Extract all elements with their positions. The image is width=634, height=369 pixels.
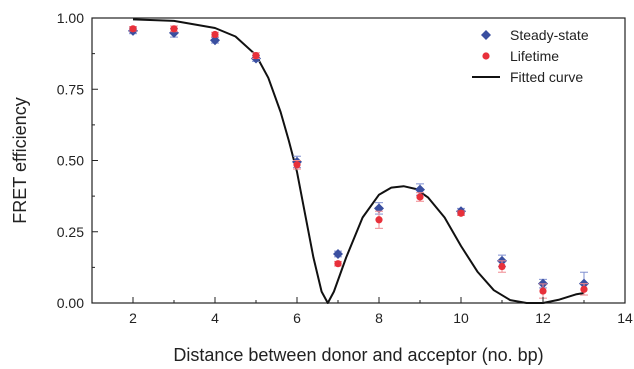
legend-swatch-steady-state	[481, 30, 491, 40]
lifetime-point	[211, 30, 219, 39]
lifetime-point	[416, 193, 424, 201]
x-tick-label: 14	[617, 310, 633, 326]
lifetime-point	[498, 262, 506, 271]
lifetime-point	[334, 260, 342, 268]
x-axis-label: Distance between donor and acceptor (no.…	[173, 345, 543, 365]
fitted-curve-line	[132, 18, 585, 304]
x-tick-label: 10	[453, 310, 469, 326]
y-axis-label: FRET efficiency	[10, 97, 30, 223]
lifetime-point	[170, 25, 178, 33]
steady-state-point	[333, 248, 343, 259]
lifetime-point	[457, 209, 465, 217]
legend-label: Steady-state	[510, 27, 589, 43]
lifetime-point	[580, 285, 588, 293]
steady-state-point	[415, 184, 425, 195]
data-points-layer	[128, 25, 589, 299]
legend-swatch-lifetime	[482, 52, 490, 60]
x-tick-label: 6	[293, 310, 301, 326]
lifetime-point	[293, 161, 301, 169]
y-tick-label: 0.75	[57, 81, 84, 97]
axis-ticks: 2 4 6 8 10 12 14 0.00 0.25 0.50 0.75 1.00	[57, 10, 633, 326]
y-tick-label: 0.50	[57, 153, 84, 169]
y-tick-label: 0.25	[57, 224, 84, 240]
x-tick-label: 4	[211, 310, 219, 326]
legend-label: Lifetime	[510, 48, 559, 64]
steady-state-point	[210, 35, 220, 46]
x-tick-label: 8	[375, 310, 383, 326]
fitted-curve-layer	[132, 18, 585, 304]
x-tick-label: 12	[535, 310, 551, 326]
y-tick-label: 0.00	[57, 295, 84, 311]
lifetime-point	[129, 25, 137, 33]
lifetime-point	[539, 287, 547, 295]
y-tick-label: 1.00	[57, 10, 84, 26]
lifetime-point	[375, 216, 383, 224]
lifetime-point	[252, 52, 260, 60]
legend: Steady-state Lifetime Fitted curve	[472, 27, 589, 85]
legend-label: Fitted curve	[510, 69, 583, 85]
x-tick-label: 2	[129, 310, 137, 326]
